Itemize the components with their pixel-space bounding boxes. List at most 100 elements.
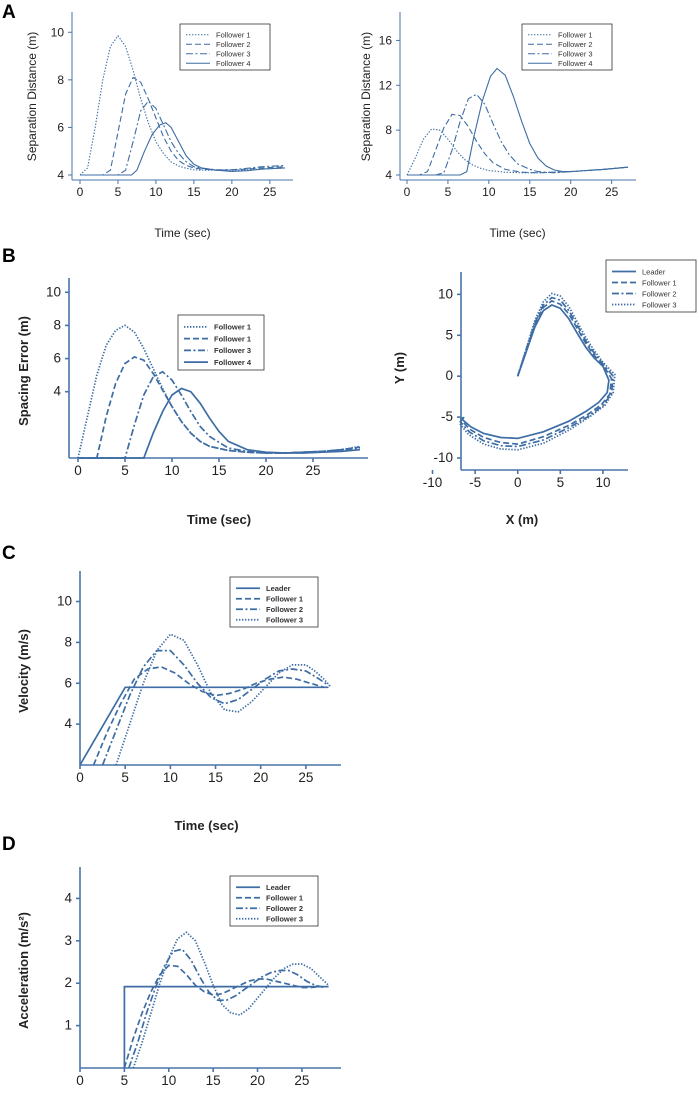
- chart-b2-ytick-label: -10: [433, 450, 453, 465]
- chart-a1-separation-distance: 0 5 10 15 20 25 4 6 8 10 Time (sec) Separation Dist…: [25, 12, 293, 240]
- chart-b2-xtick-label: -10: [423, 475, 443, 490]
- chart-a1-xtick-label: 20: [225, 185, 239, 199]
- chart-a1-legend-label: Follower 3: [216, 50, 251, 59]
- chart-c-ylabel: Velocity (m/s): [16, 629, 31, 713]
- chart-d-ylabel: Acceleration (m/s²): [16, 912, 31, 1029]
- panel-label-d: D: [2, 834, 16, 855]
- chart-b1-spacing-error: 0 5 10 15 20 25 4 6 8 10 Time (sec) Spacing Error (…: [16, 278, 368, 527]
- chart-a2-separation-distance: 0 5 10 15 20 25 4 8 12 16 Time (sec) Separation Dis…: [359, 12, 636, 240]
- chart-a2-legend-label: Follower 3: [558, 50, 593, 59]
- chart-b2-xtick-label: -5: [469, 475, 481, 490]
- chart-a1-ytick-label: 6: [57, 120, 64, 134]
- chart-b1-legend: Follower 1 Follower 1 Follower 3 Follower 4: [177, 314, 265, 371]
- chart-c-ytick-label: 10: [57, 594, 72, 609]
- chart-a1-series-follower-4-3: [80, 122, 286, 176]
- chart-d-ytick-label: 3: [64, 933, 72, 948]
- chart-d-legend-box: [229, 875, 319, 927]
- chart-b2-xlabel: X (m): [506, 512, 539, 527]
- chart-c-xtick-label: 5: [121, 770, 129, 785]
- chart-a2-xtick-label: 0: [404, 185, 411, 199]
- chart-a2-series-follower-1-0: [406, 128, 629, 176]
- chart-a1-series-follower-3-2: [80, 100, 286, 176]
- chart-b1-xtick-label: 15: [211, 463, 226, 478]
- chart-a2-ytick-label: 12: [379, 78, 393, 92]
- chart-a2-legend-box: [521, 23, 613, 71]
- chart-c-xtick-label: 10: [163, 770, 178, 785]
- chart-d-legend-label: Follower 3: [266, 915, 303, 924]
- chart-d-legend-label: Leader: [266, 883, 291, 892]
- chart-a1-xtick-label: 0: [77, 185, 84, 199]
- chart-a2-xtick-label: 5: [445, 185, 452, 199]
- chart-b1-xtick-label: 5: [121, 463, 129, 478]
- chart-a2-ytick-label: 8: [385, 123, 392, 137]
- chart-b2-series-follower-2-2: [459, 296, 615, 448]
- chart-b1-legend-label: Follower 3: [214, 346, 251, 355]
- chart-b2-legend-label: Leader: [642, 267, 666, 276]
- chart-a1-xtick-label: 10: [149, 185, 163, 199]
- chart-b1-legend-box: [177, 314, 265, 371]
- chart-c-legend-label: Follower 1: [266, 595, 303, 604]
- chart-b2-xy-trajectory: -10 -5 0 5 10 -10 -5 0 5 10 X (m) Y (m) Leader Follow…: [392, 259, 697, 527]
- chart-d-xtick-label: 15: [206, 1073, 221, 1088]
- chart-b2-legend-label: Follower 1: [642, 278, 677, 287]
- chart-d-series-follower-3-3: [132, 931, 330, 1069]
- chart-d-series-follower-1-1: [123, 964, 320, 1069]
- chart-d-xtick-label: 25: [294, 1073, 309, 1088]
- chart-b1-legend-label: Follower 1: [214, 323, 251, 332]
- chart-b2-xtick-label: 5: [557, 475, 565, 490]
- chart-b1-xtick-label: 20: [258, 463, 273, 478]
- chart-a2-legend-label: Follower 4: [558, 59, 593, 68]
- chart-b2-ytick-label: 10: [438, 286, 453, 301]
- chart-b2-ytick-label: -5: [441, 409, 453, 424]
- chart-b2-ytick-label: 0: [445, 368, 453, 383]
- chart-a2-series-follower-2-1: [407, 113, 629, 176]
- chart-b2-legend: Leader Follower 1 Follower 2 Follower 3: [605, 259, 697, 313]
- chart-c-series-follower-2-2: [101, 649, 329, 766]
- chart-b2-legend-label: Follower 3: [642, 300, 677, 309]
- chart-a2-xlabel: Time (sec): [489, 226, 545, 240]
- chart-c-series-follower-3-3: [115, 633, 332, 766]
- chart-b1-series-follower-3-2: [78, 370, 361, 459]
- chart-b1-ytick-label: 10: [46, 284, 61, 299]
- panel-label-a: A: [2, 2, 16, 23]
- chart-c-ytick-label: 8: [64, 634, 72, 649]
- chart-d-ytick-label: 4: [64, 890, 72, 905]
- chart-a1-ylabel: Separation Distance (m): [25, 32, 39, 161]
- chart-b1-series-follower-2-1: [78, 355, 361, 459]
- chart-c-series-follower-1-1: [92, 666, 325, 766]
- chart-c-xtick-label: 25: [298, 770, 313, 785]
- chart-d-legend-label: Follower 2: [266, 904, 303, 913]
- chart-a1-legend-label: Follower 1: [216, 31, 251, 40]
- chart-c-xtick-label: 15: [208, 770, 223, 785]
- panel-label-b: B: [2, 246, 16, 267]
- chart-a2-xtick-label: 25: [605, 185, 619, 199]
- chart-d-ytick-label: 1: [64, 1018, 72, 1033]
- chart-c-series-leader-0: [79, 686, 329, 766]
- chart-c-velocity: 0 5 10 15 20 25 4 6 8 10 Time (sec) Velocity (m/s) L…: [16, 571, 341, 833]
- chart-b1-xtick-label: 10: [164, 463, 179, 478]
- chart-b1-xtick-label: 0: [74, 463, 82, 478]
- chart-a2-legend-label: Follower 1: [558, 31, 593, 40]
- chart-b2-ylabel: Y (m): [392, 352, 407, 384]
- chart-d-series-follower-2-2: [127, 948, 325, 1069]
- chart-b2-xtick-label: 10: [595, 475, 610, 490]
- chart-c-xtick-label: 0: [76, 770, 84, 785]
- chart-b1-ylabel: Spacing Error (m): [16, 316, 31, 426]
- chart-c-ytick-label: 6: [64, 675, 72, 690]
- chart-a1-legend-box: [179, 23, 271, 71]
- chart-d-series-leader-0: [123, 985, 329, 1068]
- chart-a1-ytick-label: 8: [57, 73, 64, 87]
- chart-a2-ylabel: Separation Distance (m): [359, 32, 373, 161]
- chart-c-legend-box: [229, 576, 319, 628]
- chart-c-legend-label: Follower 2: [266, 605, 303, 614]
- chart-d-ytick-label: 2: [64, 975, 72, 990]
- chart-d-xtick-label: 20: [250, 1073, 265, 1088]
- chart-b1-series-follower-4-3: [78, 387, 361, 459]
- panel-label-c: C: [2, 543, 16, 564]
- chart-b1-ytick-label: 6: [53, 351, 61, 366]
- chart-d-acceleration: 0 5 10 15 20 25 1 2 3 4 Acceleration (m/s²) Leader F…: [16, 867, 341, 1088]
- chart-c-ytick-label: 4: [64, 716, 72, 731]
